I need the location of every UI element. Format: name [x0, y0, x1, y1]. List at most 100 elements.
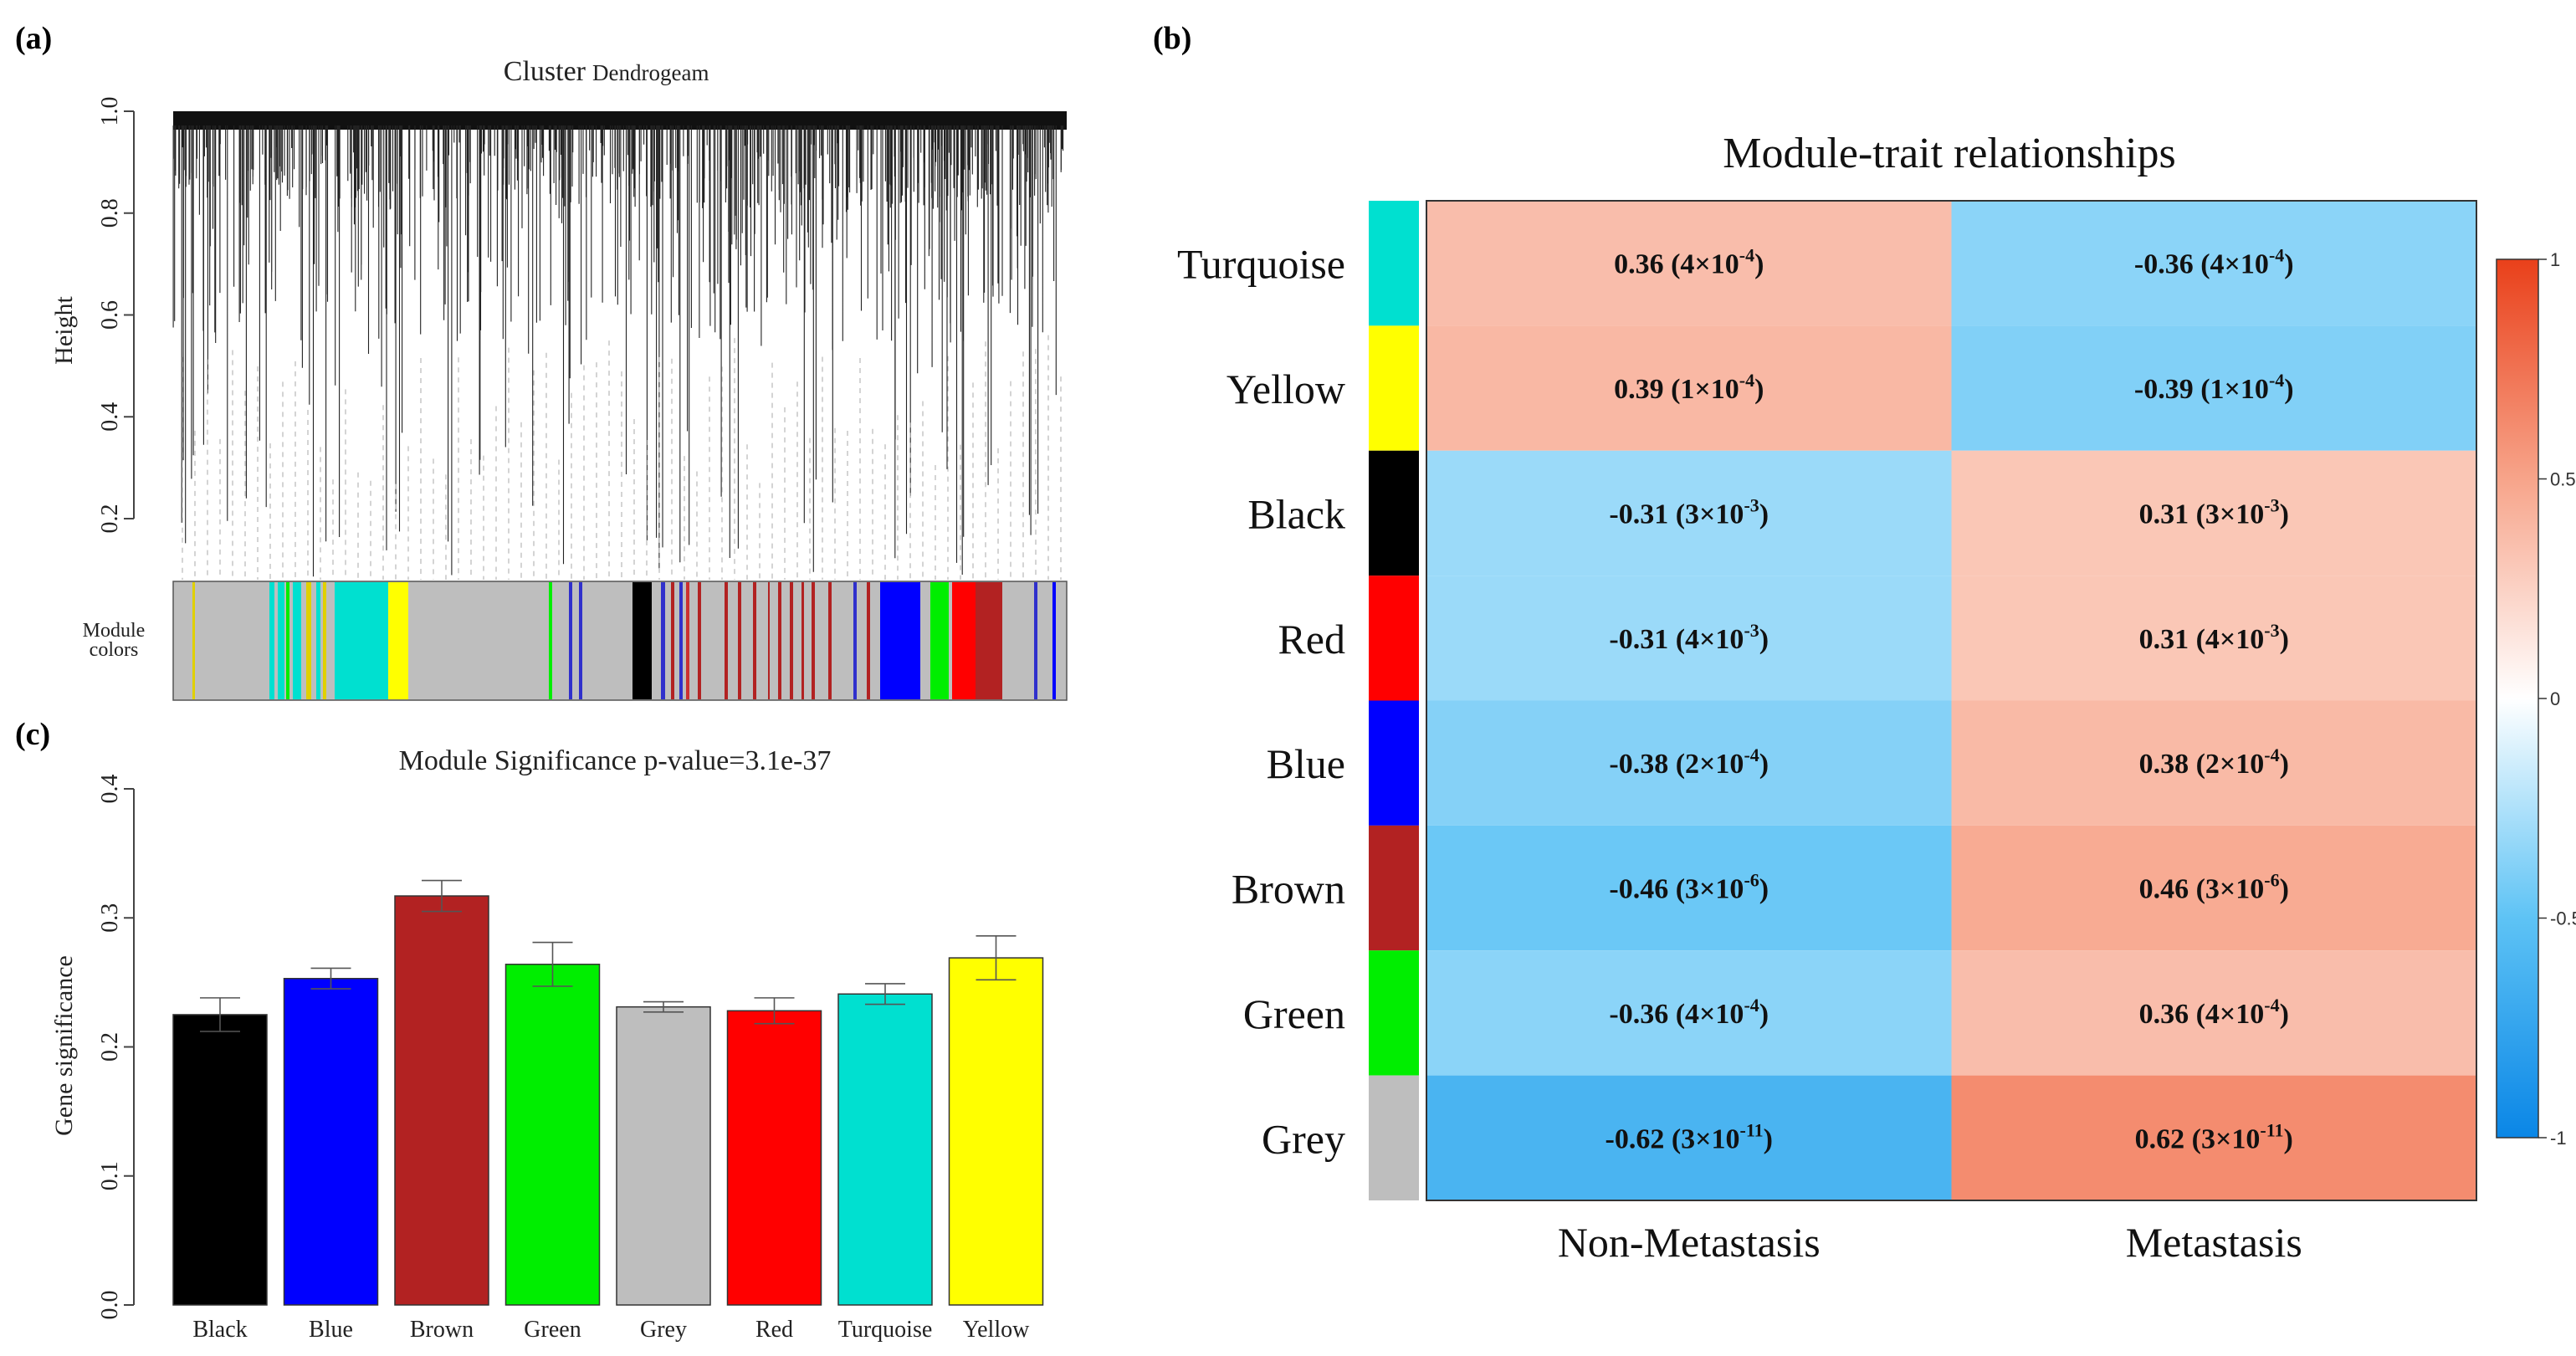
- cell-label-close: ): [2280, 624, 2289, 655]
- row-label-brown: Brown: [1232, 866, 1345, 913]
- module-color-band: [388, 582, 408, 699]
- bar-x-tick-label: Red: [755, 1317, 793, 1343]
- bar-x-tick-label: Brown: [410, 1317, 474, 1343]
- module-color-bands: [192, 582, 1056, 699]
- bar-turquoise: [837, 993, 933, 1306]
- heatmap-cell: [1426, 825, 1952, 951]
- cell-label-exponent: -4: [2264, 745, 2279, 765]
- cell-label-exponent: -11: [1740, 1119, 1764, 1140]
- cell-label-exponent: -4: [1739, 245, 1754, 266]
- dendrogram-y-tick-label: 0.8: [97, 198, 123, 228]
- panel-c-label: (c): [15, 717, 50, 752]
- module-color-band: [790, 582, 793, 699]
- module-color-band: [812, 582, 815, 699]
- cell-label-main: -0.36 (4×10: [2134, 249, 2269, 280]
- dendrogram-y-tick-label: 1.0: [97, 97, 123, 126]
- module-color-band: [286, 582, 289, 699]
- heatmap-title: Module-trait relationships: [1723, 130, 2176, 177]
- row-color-black: [1369, 450, 1419, 576]
- cell-label-exponent: -4: [1744, 995, 1759, 1016]
- module-colors-label-line2: colors: [90, 639, 139, 661]
- cell-label-close: ): [1754, 249, 1764, 280]
- dendrogram-y-tick-label: 0.4: [97, 402, 123, 432]
- module-color-band: [930, 582, 949, 699]
- heatmap-cell: [1951, 201, 2476, 326]
- heatmap-cell: [1426, 950, 1952, 1076]
- bar-y-tick-label: 0.0: [97, 1291, 123, 1320]
- cell-label-exponent: -4: [1744, 745, 1759, 765]
- cell-label-main: 0.62 (3×10: [2135, 1123, 2261, 1154]
- heatmap-cell-label: -0.31 (4×10-3): [1609, 620, 1769, 655]
- cell-label-main: 0.36 (4×10: [1614, 249, 1739, 280]
- dendrogram-title-sub: Dendrogeam: [592, 60, 709, 85]
- colorbar-tick-label: 0: [2550, 688, 2560, 709]
- heatmap-cell: [1426, 700, 1952, 826]
- row-color-turquoise: [1369, 201, 1419, 326]
- bar-black: [172, 1014, 268, 1306]
- module-color-band: [1034, 582, 1037, 699]
- row-color-red: [1369, 576, 1419, 701]
- row-label-grey: Grey: [1262, 1115, 1345, 1162]
- dendrogram-title-main: Cluster: [504, 56, 586, 87]
- module-color-band: [768, 582, 770, 699]
- module-color-band: [579, 582, 582, 699]
- heatmap-cell: [1426, 576, 1952, 701]
- module-color-band: [778, 582, 781, 699]
- cell-label-close: ): [2280, 874, 2289, 905]
- column-label-metastasis: Metastasis: [2126, 1219, 2302, 1266]
- cell-label-exponent: -3: [2264, 494, 2279, 515]
- cell-label-main: -0.31 (3×10: [1609, 499, 1744, 530]
- heatmap-cell-label: -0.36 (4×10-4): [1609, 995, 1769, 1030]
- bar-y-tick-label: 0.4: [97, 775, 123, 804]
- bar-chart-panel: Module Significance p-value=3.1e-37 0.00…: [50, 745, 1044, 1343]
- cell-label-main: 0.39 (1×10: [1614, 374, 1739, 405]
- cell-label-exponent: -4: [2264, 995, 2279, 1016]
- bar-x-tick-label: Blue: [309, 1317, 353, 1343]
- module-color-band: [569, 582, 572, 699]
- row-color-blue: [1369, 700, 1419, 826]
- heatmap-cell: [1951, 450, 2476, 576]
- cell-label-close: ): [2280, 999, 2289, 1030]
- bar-brown: [394, 895, 489, 1306]
- heatmap-cell-label: 0.38 (2×10-4): [2139, 745, 2289, 780]
- cell-label-close: ): [1754, 374, 1764, 405]
- heatmap-cell-label: 0.36 (4×10-4): [2139, 995, 2289, 1030]
- dendrogram-top-band: [173, 111, 1067, 130]
- heatmap-cell-label: -0.62 (3×10-11): [1606, 1119, 1773, 1154]
- module-color-band: [192, 582, 195, 699]
- cell-label-close: ): [1759, 874, 1769, 905]
- heatmap-cell-label: -0.46 (3×10-6): [1609, 870, 1769, 905]
- bar-x-tick-label: Grey: [640, 1317, 687, 1343]
- cell-label-close: ): [2284, 249, 2293, 280]
- heatmap-cell: [1951, 700, 2476, 826]
- cell-label-close: ): [1759, 499, 1769, 530]
- dendrogram-guide-lines: [182, 335, 1062, 580]
- heatmap-cell: [1426, 325, 1952, 451]
- bar-series: [172, 879, 1044, 1306]
- panel-a-label: (a): [15, 21, 52, 56]
- dendrogram-y-label: Height: [50, 296, 78, 365]
- module-color-band: [976, 582, 1002, 699]
- heatmap-cell-label: -0.38 (2×10-4): [1609, 745, 1769, 780]
- module-color-band: [306, 582, 311, 699]
- panel-b-label: (b): [1153, 21, 1191, 56]
- dendrogram-tree: [172, 111, 1067, 580]
- row-label-turquoise: Turquoise: [1177, 241, 1345, 288]
- bar-x-tick-label: Yellow: [963, 1317, 1030, 1343]
- cell-label-exponent: -6: [2264, 870, 2279, 891]
- heatmap-cell-label: 0.39 (1×10-4): [1614, 370, 1764, 405]
- row-label-green: Green: [1243, 990, 1345, 1037]
- module-color-band: [753, 582, 756, 699]
- colorbar: [2496, 258, 2539, 1139]
- cell-label-exponent: -3: [1744, 494, 1759, 515]
- heatmap-cell: [1951, 950, 2476, 1076]
- module-color-band: [269, 582, 274, 699]
- module-color-band: [335, 582, 388, 699]
- cell-label-exponent: -4: [2269, 370, 2284, 391]
- bar-x-tick-label: Green: [524, 1317, 581, 1343]
- cell-label-main: -0.62 (3×10: [1606, 1123, 1740, 1154]
- heatmap-row-colors: [1369, 201, 1419, 1200]
- bar-x-tick-labels: Black Blue Brown Green Grey Red Turquoise Yello…: [192, 1317, 1030, 1343]
- bar-red: [726, 1010, 822, 1306]
- module-color-band: [323, 582, 326, 699]
